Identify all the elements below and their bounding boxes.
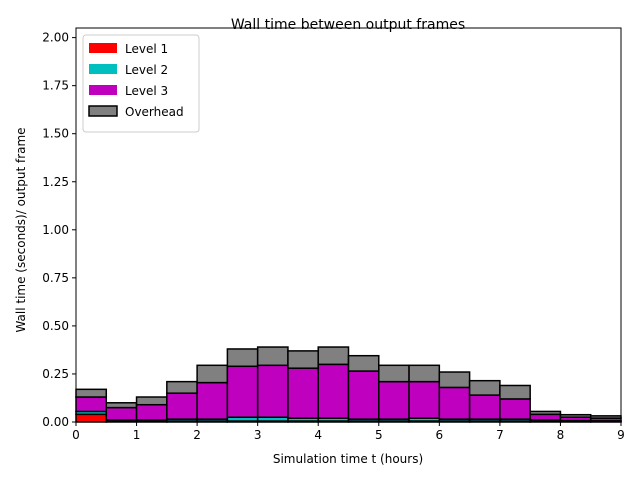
bar-level-3-14: [499, 398, 531, 420]
bar-overhead-14: [499, 384, 531, 400]
y-tick-label-7: 1.75: [42, 79, 69, 93]
bar-level-3-3: [166, 392, 198, 420]
y-tick-label-3: 0.75: [42, 271, 69, 285]
x-tick-label-7: 7: [496, 428, 504, 442]
bar-level-3-5: [226, 365, 259, 418]
x-tick-label-2: 2: [193, 428, 201, 442]
bar-overhead-6: [256, 346, 289, 367]
y-tick-label-0: 0.00: [42, 415, 69, 429]
y-tick-label-1: 0.25: [42, 367, 69, 381]
legend-label-1: Level 2: [125, 63, 168, 77]
bar-overhead-12: [438, 371, 471, 389]
bar-overhead-10: [378, 364, 410, 383]
bar-level-3-9: [347, 370, 380, 420]
bar-overhead-17: [589, 415, 622, 419]
bar-overhead-9: [347, 354, 380, 372]
bar-level-3-0: [75, 396, 108, 413]
legend-label-2: Level 3: [125, 84, 168, 98]
legend-swatch-0: [89, 43, 117, 53]
y-tick-label-8: 2.00: [42, 31, 69, 45]
bar-overhead-11: [408, 364, 441, 383]
bar-overhead-13: [468, 379, 501, 396]
legend-swatch-3: [88, 105, 118, 117]
bar-level-3-11: [408, 380, 441, 419]
x-axis-label: Simulation time t (hours): [273, 452, 423, 466]
y-tick-label-6: 1.50: [42, 127, 69, 141]
bar-level-3-1: [105, 406, 138, 421]
y-ticks: 0.00 0.25 0.50 0.75 1.00 1.25 1.50 1.75 2.00: [42, 31, 76, 429]
axes-frame: [75, 27, 622, 423]
bar-overhead-7: [287, 350, 319, 369]
bar-overhead-0: [75, 388, 108, 398]
bar-overhead-3: [166, 380, 198, 394]
legend-swatch-2: [89, 85, 117, 95]
x-tick-label-8: 8: [557, 428, 565, 442]
bar-overhead-16: [559, 413, 592, 418]
x-tick-label-6: 6: [436, 428, 444, 442]
bar-overhead-4: [196, 364, 229, 384]
bar-level-3-6: [256, 364, 289, 418]
bar-level-1-0: [75, 413, 108, 423]
legend: Level 1 Level 2 Level 3 Overhead: [82, 34, 200, 133]
bars-group: [75, 346, 622, 423]
bar-level-3-13: [468, 394, 501, 420]
x-tick-label-9: 9: [617, 428, 625, 442]
bar-level-3-10: [378, 380, 410, 420]
y-tick-label-4: 1.00: [42, 223, 69, 237]
bar-level-3-2: [135, 403, 168, 421]
x-ticks: 0 1 2 3 4 5 6 7 8 9: [72, 422, 625, 442]
y-tick-label-2: 0.50: [42, 319, 69, 333]
bar-overhead-1: [105, 402, 138, 409]
legend-label-3: Overhead: [125, 105, 184, 119]
bar-level-3-4: [196, 381, 229, 420]
bar-overhead-2: [135, 396, 168, 406]
bar-overhead-15: [529, 410, 562, 416]
bar-overhead-5: [226, 348, 259, 368]
x-tick-label-1: 1: [133, 428, 141, 442]
x-tick-label-4: 4: [314, 428, 322, 442]
bar-level-3-12: [438, 386, 471, 420]
bar-level-3-8: [317, 363, 350, 419]
bar-overhead-8: [317, 346, 350, 366]
x-tick-label-5: 5: [375, 428, 383, 442]
bar-level-3-7: [287, 367, 319, 419]
y-tick-label-5: 1.25: [42, 175, 69, 189]
legend-label-0: Level 1: [125, 42, 168, 56]
x-tick-label-0: 0: [72, 428, 80, 442]
chart-title: Wall time between output frames: [231, 17, 465, 33]
bar-level-3-15: [529, 413, 562, 421]
x-tick-label-3: 3: [254, 428, 262, 442]
legend-swatch-1: [89, 64, 117, 74]
y-axis-label: Wall time (seconds)/ output frame: [14, 127, 28, 332]
